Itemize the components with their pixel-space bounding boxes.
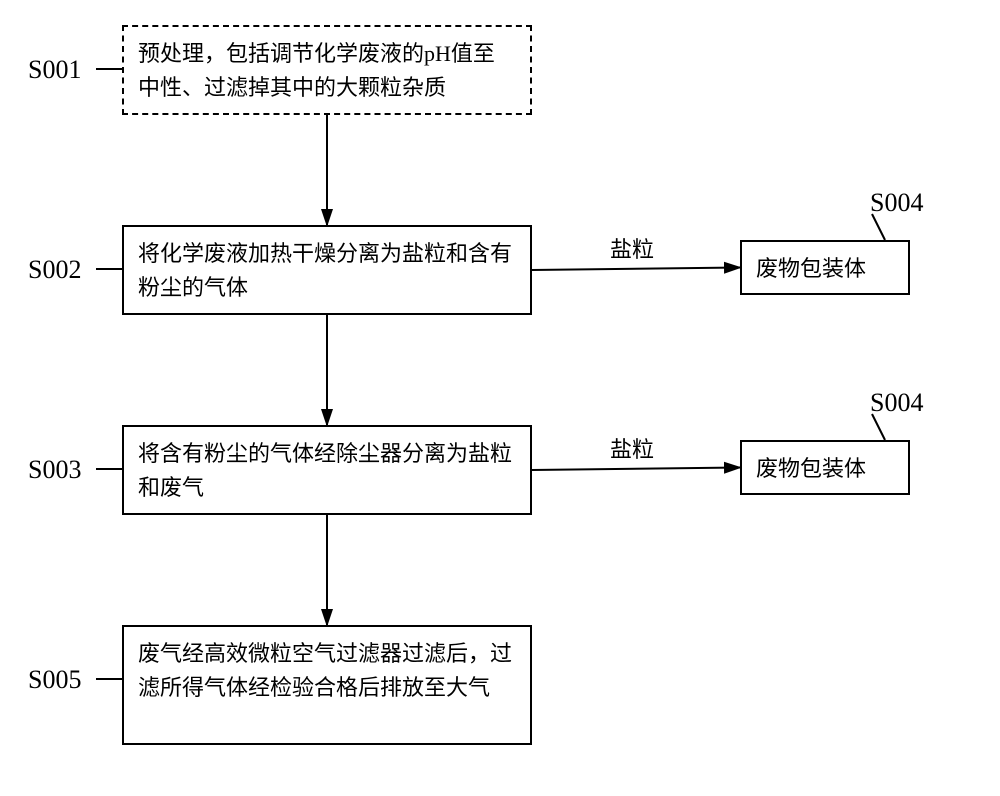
stage-label-l001: S001 — [28, 55, 81, 85]
flowchart-canvas: 预处理，包括调节化学废液的pH值至中性、过滤掉其中的大颗粒杂质将化学废液加热干燥… — [0, 0, 1000, 796]
stage-label-l004b: S004 — [870, 388, 923, 418]
stage-label-l005: S005 — [28, 665, 81, 695]
node-s002: 将化学废液加热干燥分离为盐粒和含有粉尘的气体 — [122, 225, 532, 315]
stage-label-l004a: S004 — [870, 188, 923, 218]
node-out2: 废物包装体 — [740, 440, 910, 495]
node-s003: 将含有粉尘的气体经除尘器分离为盐粒和废气 — [122, 425, 532, 515]
stage-label-l003: S003 — [28, 455, 81, 485]
edge-label-e2: 盐粒 — [610, 432, 654, 464]
stage-label-l002: S002 — [28, 255, 81, 285]
node-s005: 废气经高效微粒空气过滤器过滤后，过滤所得气体经检验合格后排放至大气 — [122, 625, 532, 745]
node-s001: 预处理，包括调节化学废液的pH值至中性、过滤掉其中的大颗粒杂质 — [122, 25, 532, 115]
node-out1: 废物包装体 — [740, 240, 910, 295]
edge-label-e1: 盐粒 — [610, 232, 654, 264]
